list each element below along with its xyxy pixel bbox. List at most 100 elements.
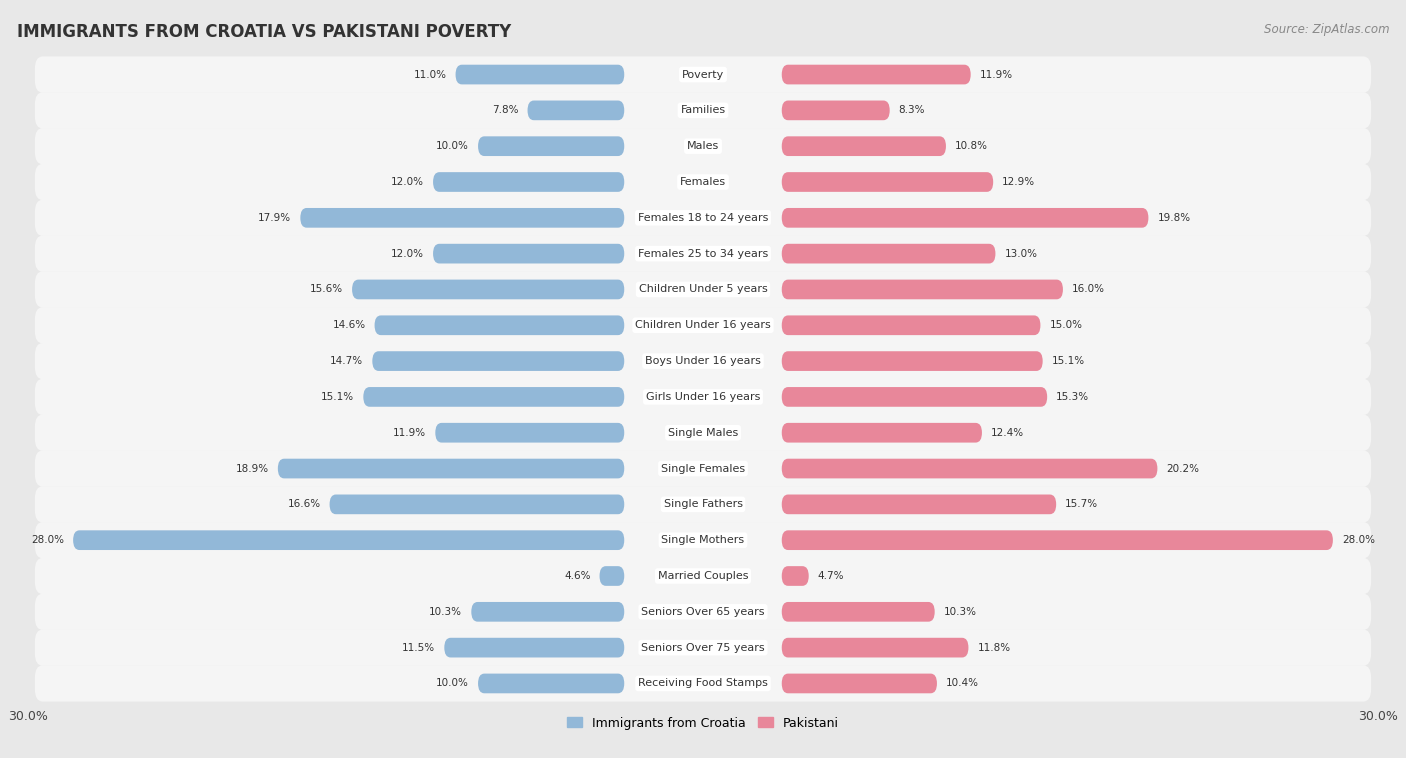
Text: 11.8%: 11.8% bbox=[977, 643, 1011, 653]
Text: 15.0%: 15.0% bbox=[1049, 321, 1083, 330]
Text: 14.6%: 14.6% bbox=[332, 321, 366, 330]
FancyBboxPatch shape bbox=[782, 172, 993, 192]
FancyBboxPatch shape bbox=[782, 387, 1047, 407]
Text: Females 18 to 24 years: Females 18 to 24 years bbox=[638, 213, 768, 223]
Text: Females 25 to 34 years: Females 25 to 34 years bbox=[638, 249, 768, 258]
Text: Girls Under 16 years: Girls Under 16 years bbox=[645, 392, 761, 402]
Text: Males: Males bbox=[688, 141, 718, 151]
FancyBboxPatch shape bbox=[527, 101, 624, 121]
Text: Single Mothers: Single Mothers bbox=[661, 535, 745, 545]
Text: Children Under 5 years: Children Under 5 years bbox=[638, 284, 768, 294]
FancyBboxPatch shape bbox=[478, 136, 624, 156]
Text: 15.1%: 15.1% bbox=[321, 392, 354, 402]
FancyBboxPatch shape bbox=[374, 315, 624, 335]
Text: 20.2%: 20.2% bbox=[1167, 464, 1199, 474]
Text: 12.0%: 12.0% bbox=[391, 177, 425, 187]
Text: 10.3%: 10.3% bbox=[429, 607, 463, 617]
FancyBboxPatch shape bbox=[35, 271, 1371, 308]
FancyBboxPatch shape bbox=[782, 244, 995, 264]
Text: 19.8%: 19.8% bbox=[1157, 213, 1191, 223]
FancyBboxPatch shape bbox=[782, 64, 970, 84]
Text: 10.8%: 10.8% bbox=[955, 141, 988, 151]
FancyBboxPatch shape bbox=[782, 566, 808, 586]
FancyBboxPatch shape bbox=[478, 674, 624, 694]
FancyBboxPatch shape bbox=[35, 343, 1371, 379]
FancyBboxPatch shape bbox=[782, 423, 981, 443]
FancyBboxPatch shape bbox=[35, 92, 1371, 129]
Text: 10.0%: 10.0% bbox=[436, 141, 470, 151]
FancyBboxPatch shape bbox=[35, 236, 1371, 272]
FancyBboxPatch shape bbox=[35, 415, 1371, 451]
Text: 17.9%: 17.9% bbox=[259, 213, 291, 223]
Text: Children Under 16 years: Children Under 16 years bbox=[636, 321, 770, 330]
Text: 4.6%: 4.6% bbox=[564, 571, 591, 581]
FancyBboxPatch shape bbox=[35, 307, 1371, 343]
FancyBboxPatch shape bbox=[782, 351, 1043, 371]
Text: 8.3%: 8.3% bbox=[898, 105, 925, 115]
Text: 10.3%: 10.3% bbox=[943, 607, 977, 617]
Text: Single Females: Single Females bbox=[661, 464, 745, 474]
Text: 10.0%: 10.0% bbox=[436, 678, 470, 688]
FancyBboxPatch shape bbox=[782, 101, 890, 121]
Text: 11.5%: 11.5% bbox=[402, 643, 436, 653]
Text: Source: ZipAtlas.com: Source: ZipAtlas.com bbox=[1264, 23, 1389, 36]
Text: 4.7%: 4.7% bbox=[818, 571, 844, 581]
FancyBboxPatch shape bbox=[329, 494, 624, 514]
Text: 7.8%: 7.8% bbox=[492, 105, 519, 115]
FancyBboxPatch shape bbox=[433, 244, 624, 264]
FancyBboxPatch shape bbox=[436, 423, 624, 443]
Legend: Immigrants from Croatia, Pakistani: Immigrants from Croatia, Pakistani bbox=[562, 712, 844, 735]
FancyBboxPatch shape bbox=[35, 379, 1371, 415]
Text: Females: Females bbox=[681, 177, 725, 187]
Text: IMMIGRANTS FROM CROATIA VS PAKISTANI POVERTY: IMMIGRANTS FROM CROATIA VS PAKISTANI POV… bbox=[17, 23, 512, 41]
FancyBboxPatch shape bbox=[782, 494, 1056, 514]
FancyBboxPatch shape bbox=[35, 666, 1371, 702]
Text: 14.7%: 14.7% bbox=[330, 356, 363, 366]
FancyBboxPatch shape bbox=[35, 450, 1371, 487]
FancyBboxPatch shape bbox=[35, 558, 1371, 594]
Text: 11.9%: 11.9% bbox=[394, 428, 426, 437]
Text: 15.1%: 15.1% bbox=[1052, 356, 1085, 366]
Text: Boys Under 16 years: Boys Under 16 years bbox=[645, 356, 761, 366]
Text: 16.0%: 16.0% bbox=[1071, 284, 1105, 294]
FancyBboxPatch shape bbox=[782, 531, 1333, 550]
Text: 10.4%: 10.4% bbox=[946, 678, 979, 688]
Text: Families: Families bbox=[681, 105, 725, 115]
FancyBboxPatch shape bbox=[35, 56, 1371, 92]
Text: Single Males: Single Males bbox=[668, 428, 738, 437]
FancyBboxPatch shape bbox=[433, 172, 624, 192]
Text: 28.0%: 28.0% bbox=[1341, 535, 1375, 545]
FancyBboxPatch shape bbox=[73, 531, 624, 550]
FancyBboxPatch shape bbox=[301, 208, 624, 227]
FancyBboxPatch shape bbox=[782, 315, 1040, 335]
FancyBboxPatch shape bbox=[782, 136, 946, 156]
Text: Poverty: Poverty bbox=[682, 70, 724, 80]
FancyBboxPatch shape bbox=[35, 594, 1371, 630]
Text: 12.4%: 12.4% bbox=[991, 428, 1024, 437]
FancyBboxPatch shape bbox=[35, 128, 1371, 164]
FancyBboxPatch shape bbox=[782, 208, 1149, 227]
FancyBboxPatch shape bbox=[782, 280, 1063, 299]
Text: 15.6%: 15.6% bbox=[309, 284, 343, 294]
FancyBboxPatch shape bbox=[782, 674, 936, 694]
Text: Single Fathers: Single Fathers bbox=[664, 500, 742, 509]
FancyBboxPatch shape bbox=[456, 64, 624, 84]
Text: Seniors Over 75 years: Seniors Over 75 years bbox=[641, 643, 765, 653]
FancyBboxPatch shape bbox=[363, 387, 624, 407]
Text: 12.9%: 12.9% bbox=[1002, 177, 1035, 187]
Text: Seniors Over 65 years: Seniors Over 65 years bbox=[641, 607, 765, 617]
Text: 18.9%: 18.9% bbox=[236, 464, 269, 474]
Text: 15.7%: 15.7% bbox=[1066, 500, 1098, 509]
FancyBboxPatch shape bbox=[599, 566, 624, 586]
FancyBboxPatch shape bbox=[782, 602, 935, 622]
Text: 16.6%: 16.6% bbox=[287, 500, 321, 509]
Text: 11.0%: 11.0% bbox=[413, 70, 447, 80]
FancyBboxPatch shape bbox=[444, 637, 624, 657]
Text: Married Couples: Married Couples bbox=[658, 571, 748, 581]
FancyBboxPatch shape bbox=[373, 351, 624, 371]
Text: 28.0%: 28.0% bbox=[31, 535, 65, 545]
FancyBboxPatch shape bbox=[35, 199, 1371, 236]
FancyBboxPatch shape bbox=[278, 459, 624, 478]
FancyBboxPatch shape bbox=[471, 602, 624, 622]
FancyBboxPatch shape bbox=[35, 164, 1371, 200]
